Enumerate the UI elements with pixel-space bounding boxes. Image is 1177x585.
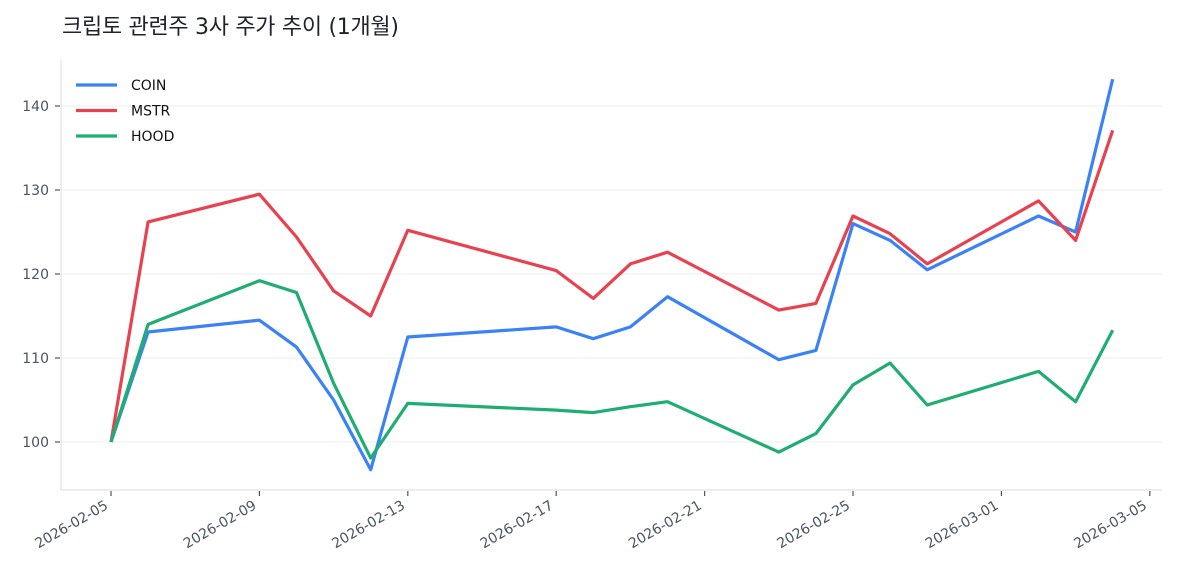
x-tick-label: 2026-03-01 [923,498,1001,553]
chart-title: 크립토 관련주 3사 주가 추이 (1개월) [62,15,399,40]
x-tick-label: 2026-02-09 [181,498,259,553]
series-line-hood [109,279,1115,460]
x-tick-label: 2026-02-21 [626,498,704,553]
legend-label-hood: HOOD [131,129,174,145]
x-tick-label: 2026-02-13 [329,498,407,553]
y-tick-label: 100 [22,435,49,451]
data-series [109,78,1115,472]
axes [60,60,1162,491]
x-tick-label: 2026-03-05 [1071,498,1149,553]
legend: COIN MSTR HOOD [76,78,174,145]
x-axis-ticks: 2026-02-05 2026-02-09 2026-02-13 2026-02-17… [33,491,1151,553]
legend-label-coin: COIN [131,78,166,94]
series-line-coin [109,78,1115,472]
x-tick-label: 2026-02-25 [775,498,853,553]
x-tick-label: 2026-02-17 [478,498,556,553]
y-axis-ticks: 100 110 120 130 140 [22,99,60,451]
y-tick-label: 120 [22,267,49,283]
gridlines [61,105,1162,443]
y-tick-label: 130 [22,183,49,199]
series-line-mstr [109,129,1115,443]
x-tick-label: 2026-02-05 [33,498,111,553]
y-tick-label: 110 [22,351,49,367]
legend-label-mstr: MSTR [131,104,171,120]
y-tick-label: 140 [22,99,49,115]
